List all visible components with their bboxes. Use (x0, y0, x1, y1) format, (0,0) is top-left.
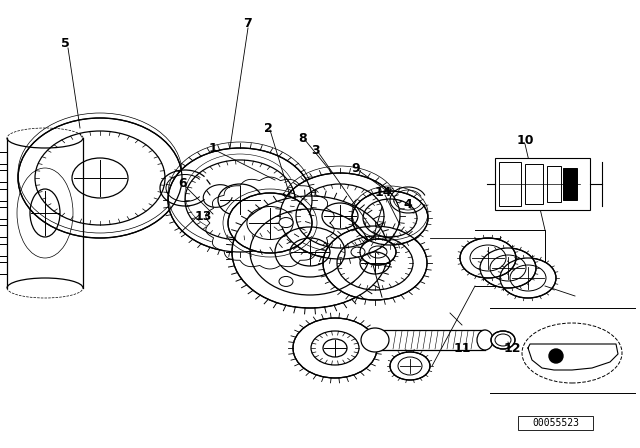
Text: 9: 9 (352, 161, 360, 175)
Ellipse shape (228, 193, 312, 253)
Ellipse shape (351, 247, 365, 257)
Circle shape (549, 349, 563, 363)
Bar (495, 158, 590, 210)
Text: 12: 12 (503, 341, 521, 354)
Ellipse shape (390, 352, 430, 380)
Bar (525, 164, 543, 204)
Ellipse shape (361, 328, 389, 352)
Text: 10: 10 (516, 134, 534, 146)
Ellipse shape (360, 239, 396, 265)
Text: 14: 14 (374, 185, 392, 198)
Text: 7: 7 (244, 17, 252, 30)
Text: 4: 4 (404, 198, 412, 211)
Text: 00055523: 00055523 (532, 418, 579, 428)
Bar (547, 166, 561, 202)
Text: 6: 6 (179, 177, 188, 190)
Bar (518, 416, 593, 430)
Bar (499, 162, 521, 206)
Text: 3: 3 (312, 143, 320, 156)
Ellipse shape (168, 148, 312, 252)
Text: 2: 2 (264, 121, 273, 134)
Polygon shape (206, 177, 334, 269)
Ellipse shape (480, 248, 536, 288)
Ellipse shape (477, 330, 493, 350)
Ellipse shape (323, 226, 427, 300)
Ellipse shape (279, 276, 293, 286)
Ellipse shape (18, 118, 182, 238)
Text: 1: 1 (209, 142, 218, 155)
Text: 5: 5 (61, 36, 69, 49)
Polygon shape (528, 344, 618, 370)
Ellipse shape (491, 331, 515, 349)
Text: 8: 8 (299, 132, 307, 145)
Ellipse shape (500, 258, 556, 298)
Ellipse shape (352, 191, 428, 245)
Text: 13: 13 (195, 210, 212, 223)
Ellipse shape (279, 218, 293, 228)
Ellipse shape (293, 318, 377, 378)
Text: 11: 11 (453, 341, 471, 354)
Ellipse shape (232, 196, 388, 308)
Bar (563, 168, 577, 200)
Ellipse shape (460, 238, 516, 278)
Ellipse shape (280, 173, 400, 259)
